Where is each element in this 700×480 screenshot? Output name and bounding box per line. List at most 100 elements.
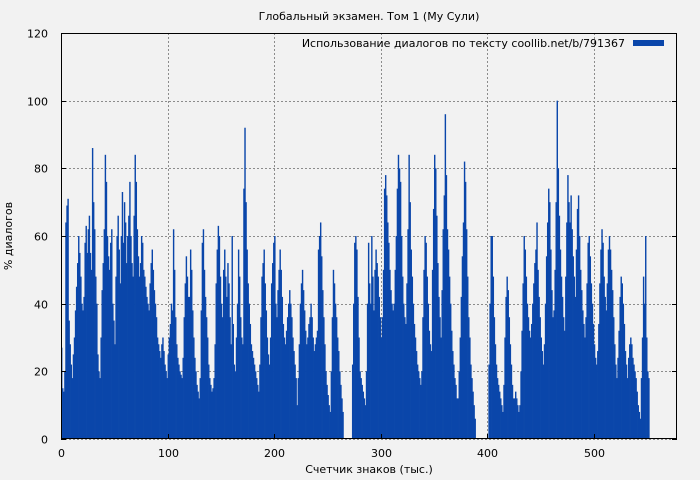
- bar: [298, 344, 301, 439]
- bar: [571, 229, 573, 439]
- bar: [153, 290, 156, 439]
- bar: [356, 249, 358, 439]
- bar: [199, 378, 201, 439]
- bar: [375, 249, 377, 439]
- bar: [626, 378, 629, 439]
- axis-ticks: 0 20 40 60 80 100 120 0 100 200 300 400 500: [27, 28, 677, 460]
- bar: [165, 371, 167, 439]
- bar: [530, 323, 533, 439]
- bar: [138, 276, 141, 439]
- bar: [387, 222, 389, 439]
- bar: [503, 384, 505, 439]
- bar: [614, 344, 616, 439]
- bar: [509, 344, 512, 439]
- bar: [316, 330, 319, 439]
- bar: [599, 283, 601, 439]
- bar: [306, 344, 308, 439]
- bar: [636, 391, 638, 439]
- bar: [461, 256, 464, 439]
- bar: [639, 418, 642, 439]
- bar: [272, 263, 274, 439]
- bar: [585, 317, 587, 439]
- bar: [593, 344, 596, 439]
- bar: [137, 256, 140, 439]
- bar: [289, 290, 291, 439]
- bar: [338, 351, 340, 439]
- bar: [431, 269, 434, 439]
- bar: [231, 236, 233, 439]
- bar: [440, 337, 442, 439]
- bar: [324, 344, 326, 439]
- bar: [640, 378, 643, 439]
- bar: [456, 398, 458, 439]
- bar: [389, 269, 391, 439]
- bar: [74, 310, 77, 439]
- bar: [559, 249, 562, 439]
- bar: [358, 337, 360, 439]
- y-tick-label: 60: [34, 231, 48, 244]
- bar: [604, 296, 606, 439]
- bar: [439, 317, 441, 439]
- bar: [429, 344, 432, 439]
- bar: [569, 222, 571, 439]
- bar: [183, 317, 185, 439]
- bar: [148, 310, 150, 439]
- bar: [119, 283, 122, 439]
- bar: [89, 252, 92, 439]
- bar: [511, 384, 514, 439]
- bar: [150, 263, 152, 439]
- bar: [553, 310, 555, 439]
- bar: [252, 357, 255, 439]
- bar: [631, 344, 633, 439]
- bar: [513, 398, 516, 439]
- bar: [181, 378, 183, 439]
- bar: [463, 161, 466, 440]
- bar: [454, 378, 456, 439]
- bar: [147, 303, 149, 439]
- bar: [492, 276, 495, 439]
- bar: [538, 296, 540, 439]
- bar: [332, 269, 335, 439]
- bar: [330, 371, 333, 439]
- bar: [421, 371, 423, 439]
- bar: [540, 337, 543, 439]
- bar: [160, 357, 162, 439]
- bar: [94, 229, 96, 439]
- bar: [557, 168, 560, 440]
- bar: [445, 175, 448, 439]
- bar: [591, 303, 594, 439]
- bar: [212, 388, 214, 439]
- bar: [459, 337, 462, 439]
- bar: [166, 378, 168, 439]
- bar: [446, 229, 449, 439]
- bar: [168, 337, 171, 439]
- bar: [280, 269, 282, 439]
- bar: [471, 378, 473, 439]
- bar: [367, 242, 370, 439]
- bar: [279, 249, 281, 439]
- bar: [510, 364, 513, 439]
- bar: [312, 337, 314, 439]
- bar: [516, 398, 518, 439]
- bar: [170, 303, 173, 439]
- bar: [555, 202, 557, 439]
- bar: [227, 263, 229, 439]
- y-tick-label: 40: [34, 299, 48, 312]
- bar: [197, 391, 199, 439]
- bar: [136, 229, 139, 439]
- legend: Использование диалогов по тексту coollib…: [302, 37, 664, 50]
- bar: [565, 276, 567, 439]
- bar: [424, 236, 426, 439]
- bar: [402, 276, 404, 439]
- bar: [163, 351, 165, 439]
- bar: [370, 303, 372, 439]
- bar: [69, 344, 71, 439]
- bar: [422, 317, 424, 439]
- bar: [453, 364, 455, 439]
- bar: [562, 317, 565, 439]
- bar: [236, 303, 239, 439]
- bar: [586, 283, 588, 439]
- bar: [438, 296, 440, 439]
- bar: [491, 236, 493, 439]
- bar: [455, 384, 457, 439]
